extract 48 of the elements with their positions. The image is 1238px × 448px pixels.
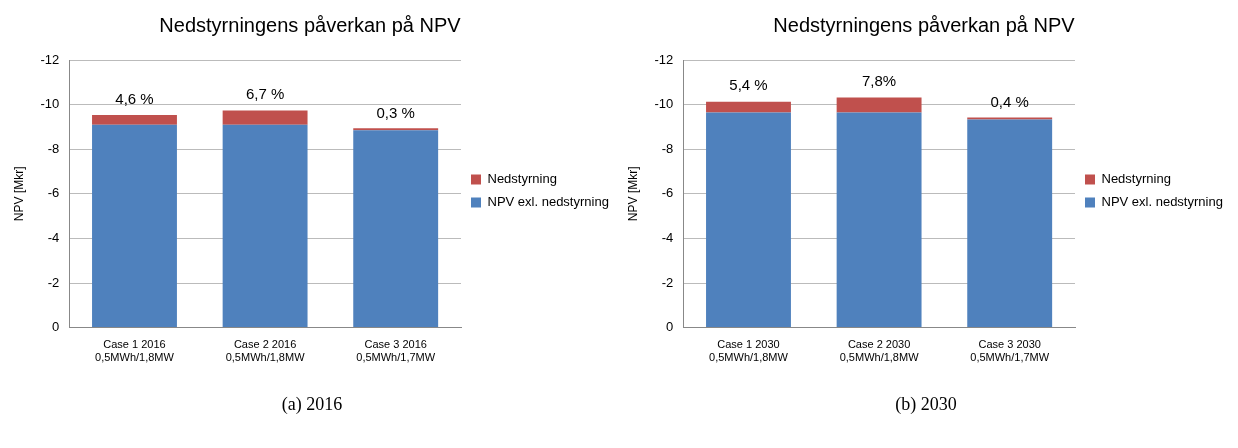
- annotation: 6,7 %: [245, 85, 285, 103]
- bar: [967, 119, 1053, 328]
- y-tick-label: -2: [47, 274, 60, 290]
- y-tick-label: -2: [661, 274, 674, 290]
- y-tick-label: -10: [654, 96, 674, 112]
- annotation: 4,6 %: [115, 89, 154, 107]
- y-tick-label: -6: [47, 185, 60, 201]
- y-tick-label: 0: [665, 319, 674, 335]
- y-tick-label: 0: [51, 319, 60, 335]
- x-tick-label: Case 3 2016 0,5MWh/1,7MW: [356, 338, 436, 364]
- y-tick-label: -4: [661, 229, 674, 245]
- bar: [706, 112, 791, 328]
- annotation: 0,3 %: [376, 104, 415, 122]
- chart-title: Nedstyrningens påverkan på NPV: [159, 13, 462, 36]
- y-tick-label: -12: [40, 51, 60, 67]
- text: (b) 2030: [894, 394, 958, 415]
- legend-label: Nedstyrning: [487, 171, 557, 187]
- chart-title: Nedstyrningens påverkan på NPV: [773, 13, 1076, 36]
- legend-label: Nedstyrning: [1101, 171, 1171, 187]
- bar: [92, 124, 177, 328]
- y-tick-label: -4: [47, 229, 60, 245]
- bar: [706, 101, 791, 113]
- y-tick-label: -8: [47, 140, 60, 156]
- y-tick-label: -10: [40, 96, 60, 112]
- y-tick-label: -6: [661, 185, 674, 201]
- annotation: 7,8%: [861, 72, 897, 90]
- legend-label: NPV exl. nedstyrning: [487, 194, 609, 210]
- y-tick-label: -12: [654, 51, 674, 67]
- y-axis-title: NPV [Mkr]: [625, 166, 640, 222]
- x-tick-label: Case 1 2016 0,5MWh/1,8MW: [95, 338, 175, 364]
- bar: [222, 124, 308, 328]
- x-tick-label: Case 2 2016 0,5MWh/1,8MW: [225, 338, 306, 364]
- bar: [353, 130, 439, 328]
- x-tick-label: Case 2 2030 0,5MWh/1,8MW: [839, 338, 920, 364]
- text: (a) 2016: [280, 394, 344, 415]
- x-tick-label: Case 1 2030 0,5MWh/1,8MW: [709, 338, 789, 364]
- bar: [353, 128, 439, 131]
- y-tick-label: -8: [661, 140, 674, 156]
- bar: [836, 112, 922, 328]
- bar: [836, 97, 922, 113]
- y-axis-title: NPV [Mkr]: [11, 166, 26, 222]
- x-tick-label: Case 3 2030 0,5MWh/1,7MW: [970, 338, 1050, 364]
- bar: [222, 110, 308, 125]
- annotation: 5,4 %: [729, 76, 768, 94]
- annotation: 0,4 %: [990, 93, 1029, 111]
- legend-label: NPV exl. nedstyrning: [1101, 194, 1223, 210]
- bar: [967, 117, 1053, 120]
- bar: [92, 115, 177, 125]
